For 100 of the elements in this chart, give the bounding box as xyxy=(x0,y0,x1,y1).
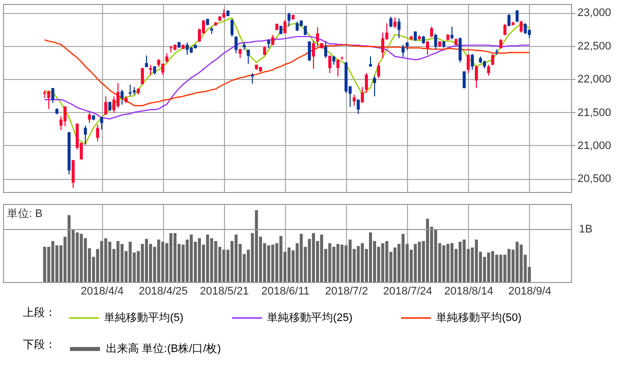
bar xyxy=(267,245,270,282)
candlestick xyxy=(72,160,75,189)
ref-line-label: 1B xyxy=(579,224,592,236)
candlestick xyxy=(108,101,112,112)
candlestick xyxy=(120,89,124,106)
candlestick xyxy=(161,62,164,76)
x-tick-label: 2018/8/14 xyxy=(444,286,494,298)
candlestick xyxy=(377,62,380,79)
bar xyxy=(55,245,58,282)
candlestick xyxy=(389,16,392,28)
candlestick xyxy=(520,20,523,34)
bar xyxy=(458,242,462,282)
bar xyxy=(128,242,132,282)
candlestick xyxy=(288,12,291,28)
candlestick xyxy=(524,22,527,34)
bar xyxy=(161,242,164,282)
x-tick-label: 2018/7/24 xyxy=(383,286,432,298)
candlestick xyxy=(308,40,311,62)
bar xyxy=(271,244,274,282)
candlestick xyxy=(230,18,234,38)
candlestick xyxy=(104,96,108,116)
candlestick xyxy=(140,67,144,85)
bar xyxy=(80,234,83,282)
bar xyxy=(491,251,494,282)
candlestick xyxy=(462,70,466,89)
y-tick-label: 22,500 xyxy=(578,40,612,52)
candlestick xyxy=(516,9,519,22)
x-tick-label: 2018/4/25 xyxy=(138,286,188,298)
bar xyxy=(173,233,176,282)
candlestick xyxy=(88,112,91,124)
candlestick xyxy=(352,94,356,106)
bar xyxy=(214,241,218,282)
bar xyxy=(446,244,450,282)
bar xyxy=(300,234,303,282)
bar xyxy=(507,248,510,282)
legend-title: 上段： xyxy=(23,306,56,319)
bar xyxy=(360,243,364,282)
candlestick xyxy=(149,64,152,76)
candlestick xyxy=(283,19,286,34)
candlestick xyxy=(316,26,320,48)
candlestick xyxy=(186,42,189,56)
bar xyxy=(169,233,172,282)
bar xyxy=(393,247,396,282)
candlestick xyxy=(336,58,340,77)
bar xyxy=(104,238,108,282)
text: 単位: B xyxy=(7,208,42,220)
candlestick xyxy=(51,88,54,104)
bar xyxy=(144,238,148,282)
bar xyxy=(43,246,46,282)
bar xyxy=(495,254,498,282)
bar xyxy=(288,247,291,282)
bar xyxy=(520,244,523,282)
candlestick xyxy=(324,41,328,59)
bar xyxy=(254,210,258,282)
candlestick xyxy=(360,86,364,104)
candlestick xyxy=(364,72,368,94)
candlestick xyxy=(234,36,238,54)
bar xyxy=(190,234,193,282)
bar xyxy=(418,242,421,282)
bar xyxy=(116,241,120,282)
bar xyxy=(402,234,405,282)
bar xyxy=(234,234,238,282)
candlestick xyxy=(296,21,299,32)
bar xyxy=(51,241,54,282)
bar xyxy=(499,254,502,282)
y-tick-label: 22,000 xyxy=(578,74,612,86)
candlestick xyxy=(312,40,315,70)
candlestick xyxy=(96,124,100,142)
bar xyxy=(320,234,324,282)
bar xyxy=(450,243,454,282)
bar xyxy=(336,244,340,282)
bar xyxy=(381,243,384,282)
bar xyxy=(434,230,438,282)
x-tick-label: 2018/5/21 xyxy=(200,286,249,298)
x-tick-label: 2018/7/2 xyxy=(325,286,368,298)
candlestick xyxy=(414,30,417,42)
candlestick xyxy=(47,90,50,110)
candlestick xyxy=(112,96,116,114)
bar xyxy=(76,232,79,282)
bar xyxy=(348,240,352,282)
candlestick xyxy=(356,98,360,114)
bar xyxy=(462,240,466,282)
candlestick xyxy=(246,49,250,64)
candlestick xyxy=(100,116,104,130)
candlestick xyxy=(458,37,462,63)
bar xyxy=(474,240,478,282)
candlestick xyxy=(64,106,67,127)
bar xyxy=(340,244,344,282)
bar xyxy=(516,242,519,282)
candlestick xyxy=(507,13,510,27)
legend-label: 単純移動平均(50) xyxy=(436,312,522,324)
x-tick-label: 2018/6/11 xyxy=(261,286,310,298)
bar xyxy=(157,240,160,282)
candlestick xyxy=(499,38,502,50)
bar xyxy=(368,232,372,282)
bar xyxy=(426,218,430,282)
legend-label: 単純移動平均(5) xyxy=(104,312,184,324)
bar xyxy=(100,241,104,282)
candlestick xyxy=(470,53,474,70)
y-tick-label: 21,000 xyxy=(578,140,612,152)
